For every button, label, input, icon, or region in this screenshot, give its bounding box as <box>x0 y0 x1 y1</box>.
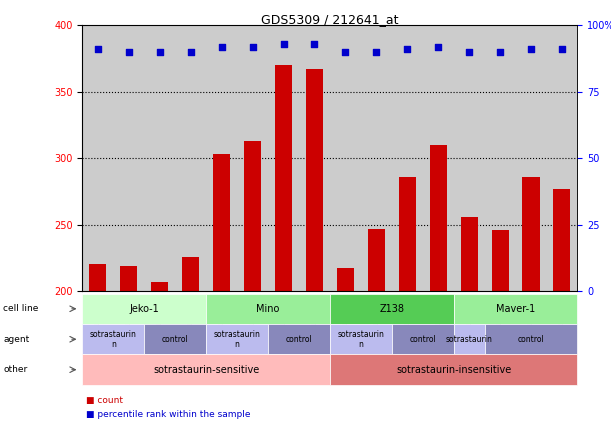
Text: ■ count: ■ count <box>86 396 123 405</box>
Point <box>340 49 350 55</box>
Bar <box>182 257 199 291</box>
Bar <box>82 25 114 291</box>
Text: other: other <box>3 365 27 374</box>
Bar <box>306 69 323 291</box>
Bar <box>175 25 206 291</box>
Bar <box>461 217 478 291</box>
Text: sotrastaurin
n: sotrastaurin n <box>337 330 384 349</box>
Bar <box>152 282 168 291</box>
Bar <box>299 25 330 291</box>
Bar <box>89 264 106 291</box>
Text: sotrastaurin
n: sotrastaurin n <box>214 330 260 349</box>
Bar <box>492 230 508 291</box>
Bar <box>392 25 423 291</box>
Bar <box>485 25 516 291</box>
Bar <box>237 25 268 291</box>
Text: cell line: cell line <box>3 304 38 313</box>
Point <box>495 49 505 55</box>
Bar <box>546 25 577 291</box>
Bar <box>206 25 237 291</box>
Bar <box>213 154 230 291</box>
Text: sotrastaurin: sotrastaurin <box>445 335 492 344</box>
Text: GDS5309 / 212641_at: GDS5309 / 212641_at <box>261 13 399 26</box>
Point <box>247 43 257 50</box>
Point <box>93 46 103 53</box>
Point <box>526 46 536 53</box>
Point <box>279 41 288 47</box>
Point <box>464 49 474 55</box>
Point <box>186 49 196 55</box>
Bar <box>244 141 261 291</box>
Bar <box>368 229 385 291</box>
Bar <box>430 145 447 291</box>
Text: sotrastaurin-insensitive: sotrastaurin-insensitive <box>396 365 511 375</box>
Point <box>403 46 412 53</box>
Bar <box>453 25 485 291</box>
Text: control: control <box>518 335 544 344</box>
Text: control: control <box>409 335 436 344</box>
Text: control: control <box>285 335 312 344</box>
Point <box>433 43 443 50</box>
Bar <box>337 267 354 291</box>
Bar <box>330 25 361 291</box>
Bar <box>114 25 144 291</box>
Text: Jeko-1: Jeko-1 <box>130 304 159 314</box>
Bar <box>516 25 546 291</box>
Text: Maver-1: Maver-1 <box>496 304 535 314</box>
Point <box>217 43 227 50</box>
Bar <box>361 25 392 291</box>
Point <box>557 46 567 53</box>
Bar <box>275 65 292 291</box>
Text: Mino: Mino <box>257 304 280 314</box>
Text: sotrastaurin-sensitive: sotrastaurin-sensitive <box>153 365 259 375</box>
Bar <box>144 25 175 291</box>
Point <box>155 49 165 55</box>
Point <box>124 49 134 55</box>
Text: sotrastaurin
n: sotrastaurin n <box>90 330 137 349</box>
Point <box>310 41 320 47</box>
Text: agent: agent <box>3 335 29 344</box>
Text: Z138: Z138 <box>379 304 404 314</box>
Bar <box>522 177 540 291</box>
Bar <box>554 189 571 291</box>
Text: control: control <box>162 335 189 344</box>
Bar <box>268 25 299 291</box>
Text: ■ percentile rank within the sample: ■ percentile rank within the sample <box>86 409 250 418</box>
Bar <box>423 25 453 291</box>
Point <box>371 49 381 55</box>
Bar <box>120 266 137 291</box>
Bar <box>399 177 415 291</box>
